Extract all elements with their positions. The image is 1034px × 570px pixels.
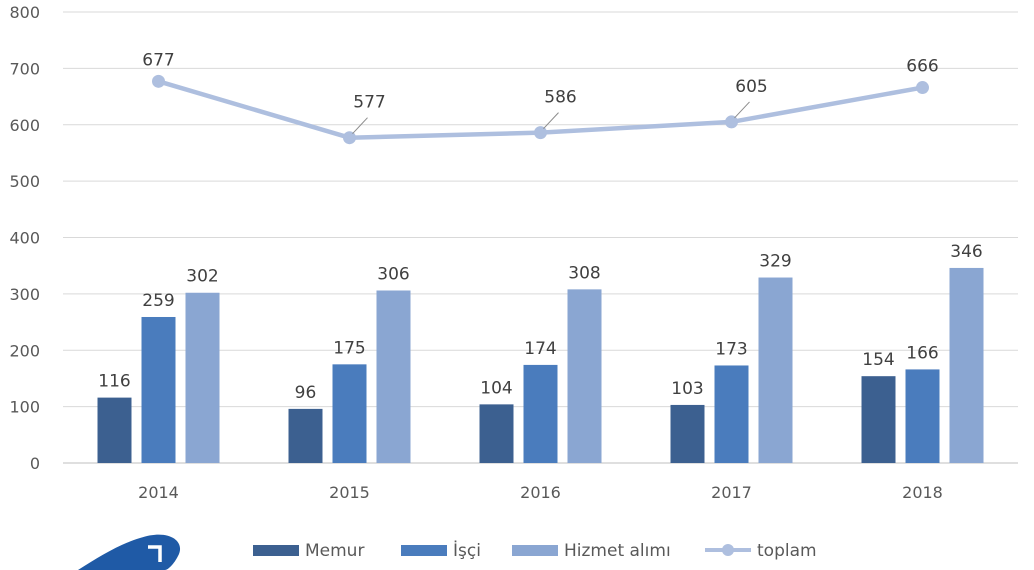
data-label: 346	[950, 242, 982, 262]
legend-swatch	[401, 545, 447, 556]
logo-icon	[78, 534, 181, 570]
x-tick-label: 2017	[711, 483, 752, 502]
y-tick-label: 600	[9, 116, 40, 135]
x-tick-label: 2014	[138, 483, 179, 502]
bar-memur-2017	[670, 404, 705, 463]
bar-i̇şçi-2018	[905, 369, 940, 463]
data-label: 175	[333, 338, 365, 358]
legend-marker	[722, 544, 734, 556]
legend: Memur İşçi Hizmet alımı toplam	[253, 540, 817, 561]
y-tick-label: 0	[30, 454, 40, 473]
y-axis-ticks: 0 100 200 300 400 500 600 700 800	[9, 3, 40, 473]
bar-i̇şçi-2015	[332, 364, 367, 463]
bar-hizmet-alımı-2014	[185, 292, 220, 463]
data-label: 173	[715, 339, 747, 359]
total-data-label: 577	[353, 93, 385, 113]
bar-i̇şçi-2017	[714, 365, 749, 463]
y-tick-label: 100	[9, 398, 40, 417]
total-point-2016	[534, 126, 547, 140]
y-tick-label: 300	[9, 285, 40, 304]
leader-line	[734, 101, 750, 119]
data-label: 154	[862, 350, 894, 370]
legend-label: Memur	[305, 541, 364, 561]
y-tick-label: 800	[9, 3, 40, 22]
x-tick-label: 2018	[902, 483, 943, 502]
y-tick-label: 700	[9, 59, 40, 78]
data-label: 302	[186, 267, 218, 287]
data-label: 96	[295, 383, 317, 403]
bar-memur-2015	[288, 408, 323, 463]
bar-hizmet-alımı-2018	[949, 267, 984, 463]
total-data-label: 586	[544, 88, 576, 108]
bar-memur-2016	[479, 404, 514, 463]
legend-label: Hizmet alımı	[564, 541, 671, 561]
leader-line	[352, 117, 368, 135]
x-axis-ticks: 2014 2015 2016 2017 2018	[138, 483, 943, 502]
y-tick-label: 400	[9, 229, 40, 248]
data-label: 259	[142, 291, 174, 311]
data-label: 104	[480, 378, 512, 398]
bar-memur-2018	[861, 376, 896, 463]
bar-i̇şçi-2014	[141, 316, 176, 463]
legend-swatch	[253, 545, 299, 556]
legend-swatch	[512, 545, 558, 556]
bar-i̇şçi-2016	[523, 364, 558, 463]
y-tick-label: 500	[9, 172, 40, 191]
bars	[97, 267, 984, 463]
x-tick-label: 2016	[520, 483, 561, 502]
data-label: 306	[377, 264, 409, 284]
leader-line	[543, 112, 559, 129]
data-label: 103	[671, 379, 703, 399]
total-data-label: 677	[142, 50, 174, 70]
total-point-2017	[725, 115, 738, 129]
data-labels: 116 259 302 96 175 306 104 174 308 103 173 329 154 16…	[98, 50, 982, 403]
total-data-label: 605	[735, 77, 767, 97]
data-label: 116	[98, 372, 130, 392]
data-label: 166	[906, 343, 938, 363]
total-point-2015	[343, 131, 356, 145]
bar-memur-2014	[97, 397, 132, 463]
total-line	[152, 74, 929, 145]
legend-label: İşçi	[453, 540, 481, 561]
total-point-2018	[916, 81, 929, 95]
data-label: 329	[759, 252, 791, 272]
bar-hizmet-alımı-2016	[567, 289, 602, 463]
data-label: 174	[524, 339, 556, 359]
y-tick-label: 200	[9, 341, 40, 360]
total-data-label: 666	[906, 57, 938, 77]
bar-hizmet-alımı-2015	[376, 290, 411, 463]
total-point-2014	[152, 74, 165, 88]
x-tick-label: 2015	[329, 483, 370, 502]
legend-label: toplam	[757, 541, 817, 561]
bar-hizmet-alımı-2017	[758, 277, 793, 463]
data-label: 308	[568, 263, 600, 283]
